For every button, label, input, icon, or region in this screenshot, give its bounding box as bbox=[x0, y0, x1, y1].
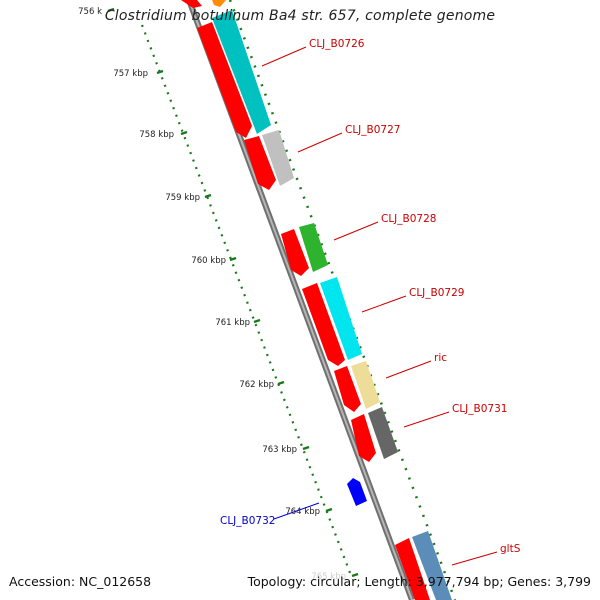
cog-track bbox=[212, 0, 452, 600]
cds-feature bbox=[302, 283, 345, 366]
cog-feature bbox=[212, 0, 226, 7]
ruler-tick bbox=[351, 572, 359, 578]
genome-summary: Topology: circular; Length: 3,977,794 bp… bbox=[247, 574, 591, 589]
cds-feature bbox=[351, 414, 376, 462]
cog-feature bbox=[320, 277, 362, 360]
gene-label: CLJ_B0728 bbox=[381, 213, 436, 225]
label-leader-line bbox=[403, 411, 450, 428]
cds-feature bbox=[244, 136, 276, 190]
label-leader-line bbox=[297, 132, 343, 153]
label-leader-line bbox=[451, 551, 498, 566]
cog-feature bbox=[212, 10, 271, 134]
label-leader-line bbox=[333, 221, 379, 241]
gene-label: CLJ_B0727 bbox=[345, 124, 400, 136]
ruler: 756 k 757 kbp 758 kbp 759 kbp 760 kbp 761 kbp… bbox=[78, 0, 457, 600]
ruler-tick bbox=[180, 130, 188, 136]
length-value: 3,977,794 bp bbox=[415, 574, 500, 589]
label-leader-line bbox=[273, 502, 320, 520]
ruler-tick bbox=[107, 7, 115, 13]
ruler-label: 763 kbp bbox=[262, 445, 297, 455]
ruler-tick bbox=[204, 193, 212, 199]
topology-label: Topology: bbox=[247, 574, 307, 589]
cds-feature bbox=[281, 229, 309, 276]
label-leader-line bbox=[261, 46, 307, 67]
genes-value: 3,799 bbox=[555, 574, 591, 589]
gene-label: ric bbox=[434, 352, 447, 364]
cog-feature bbox=[299, 223, 328, 272]
accession-label: Accession: bbox=[9, 574, 76, 589]
cog-feature bbox=[412, 531, 452, 600]
cds-feature bbox=[181, 0, 202, 8]
cog-feature bbox=[351, 361, 380, 409]
ruler-tick bbox=[277, 380, 285, 386]
gene-label: gltS bbox=[500, 543, 521, 555]
gene-label: CLJ_B0726 bbox=[309, 38, 365, 50]
map-title: Clostridium botulinum Ba4 str. 657, comp… bbox=[104, 8, 496, 24]
cds-feature bbox=[395, 538, 430, 600]
gene-label: CLJ_B0732 bbox=[220, 515, 275, 527]
cog-feature bbox=[368, 407, 398, 459]
label-leader-line bbox=[361, 295, 407, 313]
ruler-label: 760 kbp bbox=[191, 256, 226, 266]
cds-feature bbox=[334, 366, 361, 412]
ruler-label: 757 kbp bbox=[113, 69, 148, 79]
ruler-label: 756 k bbox=[78, 7, 102, 17]
ruler-label: 764 kbp bbox=[285, 507, 320, 517]
ruler-label: 758 kbp bbox=[139, 130, 174, 140]
ruler-label: 765 kbp bbox=[311, 572, 346, 582]
cog-feature bbox=[262, 130, 294, 186]
ruler-tick bbox=[253, 318, 261, 324]
cds-feature-reverse bbox=[347, 478, 367, 506]
gene-label: CLJ_B0729 bbox=[409, 287, 464, 299]
ruler-tick bbox=[302, 445, 310, 451]
cds-track bbox=[181, 0, 430, 600]
ruler-label: 759 kbp bbox=[165, 193, 200, 203]
ruler-label: 761 kbp bbox=[215, 318, 250, 328]
cds-feature bbox=[197, 22, 252, 138]
genes-label: Genes: bbox=[507, 574, 552, 589]
topology-value: circular bbox=[310, 574, 357, 589]
accession-value: NC_012658 bbox=[79, 574, 152, 589]
accession-info: Accession: NC_012658 bbox=[9, 574, 151, 589]
gene-label: CLJ_B0731 bbox=[452, 403, 507, 415]
label-leader-line bbox=[385, 360, 432, 379]
ruler-label: 762 kbp bbox=[239, 380, 274, 390]
ruler-tick bbox=[229, 256, 237, 262]
ruler-tick bbox=[156, 69, 164, 75]
ruler-tick bbox=[325, 507, 333, 513]
length-label: Length: bbox=[364, 574, 412, 589]
